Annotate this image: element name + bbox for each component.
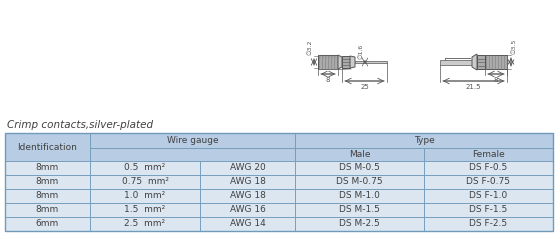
Bar (90, 148, 295, 161)
Text: 8mm: 8mm (36, 163, 59, 173)
Text: AWG 18: AWG 18 (230, 178, 265, 186)
Bar (295, 175, 424, 189)
Bar (5, 161, 90, 175)
Text: Female: Female (472, 150, 505, 159)
Bar (295, 148, 424, 161)
Text: 8mm: 8mm (36, 191, 59, 201)
Text: AWG 14: AWG 14 (230, 219, 265, 228)
Text: 25: 25 (360, 84, 369, 90)
Bar (295, 203, 424, 217)
Text: AWG 18: AWG 18 (230, 191, 265, 201)
Bar (424, 189, 553, 203)
Text: Identification: Identification (17, 142, 77, 152)
Bar (424, 175, 553, 189)
Bar (485, 55, 507, 69)
Bar (5, 217, 90, 231)
Text: DS F-1.5: DS F-1.5 (469, 206, 507, 214)
Bar (295, 189, 424, 203)
Polygon shape (338, 55, 342, 69)
Text: DS M-1.5: DS M-1.5 (339, 206, 380, 214)
Bar (200, 217, 295, 231)
Text: AWG 16: AWG 16 (230, 206, 265, 214)
Bar (295, 217, 424, 231)
Text: DS M-0.75: DS M-0.75 (336, 178, 383, 186)
Text: DS F-2.5: DS F-2.5 (469, 219, 507, 228)
Bar (440, 60, 472, 65)
Bar (90, 133, 295, 148)
Text: 2.5  mm²: 2.5 mm² (124, 219, 166, 228)
Bar (200, 203, 295, 217)
Text: 8mm: 8mm (36, 206, 59, 214)
Text: 8: 8 (494, 77, 498, 83)
Text: 8mm: 8mm (36, 178, 59, 186)
Bar (424, 148, 553, 161)
Bar (5, 175, 90, 189)
Text: DS M-1.0: DS M-1.0 (339, 191, 380, 201)
Bar (5, 203, 90, 217)
Bar (200, 189, 295, 203)
Bar (90, 161, 200, 175)
Text: 8: 8 (326, 77, 330, 83)
Polygon shape (472, 54, 477, 70)
Bar (90, 189, 200, 203)
Text: DS F-0.5: DS F-0.5 (469, 163, 507, 173)
Bar (342, 56, 350, 68)
Bar (424, 217, 553, 231)
Text: DS F-0.75: DS F-0.75 (466, 178, 511, 186)
Bar (90, 175, 200, 189)
Bar (90, 203, 200, 217)
Bar (477, 55, 485, 69)
Text: Crimp contacts,silver-plated: Crimp contacts,silver-plated (7, 120, 153, 130)
Text: ∅3.5: ∅3.5 (512, 39, 517, 54)
Text: 6mm: 6mm (36, 219, 59, 228)
Text: Type: Type (414, 136, 435, 145)
Text: AWG 20: AWG 20 (230, 163, 265, 173)
Bar (355, 61, 387, 63)
Bar (5, 133, 90, 161)
Text: ∅3.2: ∅3.2 (308, 39, 313, 55)
Bar (200, 161, 295, 175)
Polygon shape (350, 56, 355, 68)
Text: Male: Male (349, 150, 370, 159)
Bar (424, 161, 553, 175)
Bar (5, 133, 553, 231)
Text: 1.5  mm²: 1.5 mm² (124, 206, 166, 214)
Text: 0.5  mm²: 0.5 mm² (124, 163, 166, 173)
Bar (5, 189, 90, 203)
Text: Wire gauge: Wire gauge (167, 136, 218, 145)
Text: DS M-0.5: DS M-0.5 (339, 163, 380, 173)
Text: 0.75  mm²: 0.75 mm² (122, 178, 169, 186)
Bar (295, 133, 553, 148)
Bar (90, 217, 200, 231)
Bar (424, 203, 553, 217)
Bar (200, 175, 295, 189)
Text: ∅1.6: ∅1.6 (359, 43, 364, 59)
Bar (318, 55, 338, 69)
Text: 21.5: 21.5 (466, 84, 481, 90)
Bar (295, 161, 424, 175)
Text: 1.0  mm²: 1.0 mm² (124, 191, 166, 201)
Text: DS F-1.0: DS F-1.0 (469, 191, 507, 201)
Text: DS M-2.5: DS M-2.5 (339, 219, 380, 228)
